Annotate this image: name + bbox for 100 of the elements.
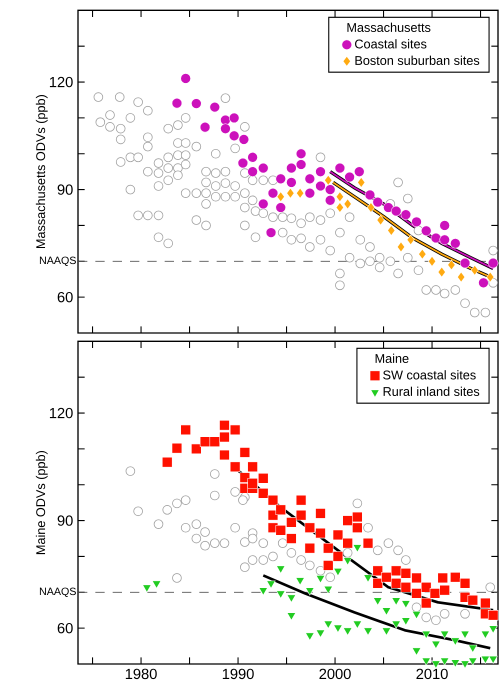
point	[439, 220, 450, 231]
point	[373, 597, 382, 606]
point	[352, 620, 362, 629]
y-tick-label: 120	[50, 408, 73, 418]
point	[240, 562, 250, 572]
point	[276, 202, 286, 213]
point	[286, 594, 296, 603]
point	[460, 630, 470, 639]
point	[172, 98, 182, 108]
point	[450, 238, 461, 249]
point	[324, 586, 333, 594]
point	[162, 505, 172, 515]
point	[468, 658, 478, 666]
point	[276, 192, 285, 202]
point	[382, 607, 391, 616]
point	[210, 490, 220, 500]
point	[228, 130, 240, 142]
point	[383, 202, 394, 213]
point	[412, 648, 422, 656]
point	[450, 638, 460, 646]
point	[296, 188, 304, 198]
point	[286, 162, 297, 174]
y-tick-label: 90	[58, 515, 73, 526]
y-axis-title: Massachusetts ODVs (ppb)	[36, 95, 48, 248]
point	[192, 519, 202, 529]
point	[392, 597, 401, 606]
y-tick-label: 60	[58, 292, 73, 302]
point	[304, 188, 316, 198]
point	[315, 180, 326, 192]
point	[296, 555, 306, 565]
point	[305, 587, 314, 596]
point	[316, 575, 326, 584]
point	[276, 566, 286, 574]
x-tick-label: 1980	[126, 668, 157, 680]
point	[460, 660, 470, 668]
point	[220, 538, 230, 548]
x-tick-label: 2000	[319, 668, 351, 680]
point	[406, 234, 415, 245]
point	[324, 195, 336, 206]
point	[431, 660, 440, 668]
point	[268, 188, 278, 198]
point	[457, 272, 466, 282]
point	[384, 538, 394, 548]
y-tick-label: 90	[58, 184, 73, 195]
point	[296, 148, 306, 159]
point	[421, 612, 432, 622]
point	[372, 546, 383, 556]
point	[286, 188, 294, 198]
point	[238, 134, 250, 145]
point	[154, 519, 164, 529]
point	[152, 580, 162, 589]
point	[428, 256, 436, 266]
point	[325, 572, 335, 582]
point	[142, 584, 152, 592]
point	[422, 630, 431, 639]
point	[258, 162, 268, 174]
point	[401, 600, 410, 608]
point	[392, 620, 401, 629]
point	[418, 248, 426, 260]
legend-label: Rural inland sites	[384, 386, 480, 396]
point	[400, 209, 412, 220]
point	[228, 112, 240, 124]
point	[352, 498, 362, 508]
point	[126, 466, 136, 476]
point	[480, 630, 490, 639]
point	[470, 265, 479, 276]
point	[258, 587, 268, 596]
point	[363, 522, 373, 533]
point	[304, 174, 316, 184]
point	[191, 98, 202, 109]
point	[336, 192, 344, 202]
point	[258, 198, 268, 210]
point	[286, 177, 297, 188]
point	[431, 640, 440, 649]
legend-title: Massachusetts	[347, 22, 430, 32]
point	[460, 258, 470, 268]
point	[172, 573, 182, 583]
point	[397, 242, 405, 252]
point	[305, 560, 315, 570]
point	[316, 630, 326, 638]
ref-line-label: NAAQS	[40, 588, 76, 598]
point	[364, 190, 376, 200]
point	[412, 602, 422, 612]
point	[268, 552, 278, 562]
point	[344, 198, 352, 210]
point	[440, 658, 450, 666]
y-tick-label: 60	[58, 622, 73, 634]
point	[354, 166, 364, 177]
x-tick-label: 1990	[222, 668, 254, 680]
y-tick-label: 120	[50, 76, 73, 88]
point	[200, 122, 210, 132]
point	[238, 158, 248, 168]
point	[230, 487, 240, 497]
legend-label: Coastal sites	[355, 39, 426, 48]
point	[172, 498, 182, 508]
point	[363, 574, 373, 582]
point	[192, 534, 202, 544]
point	[401, 618, 410, 626]
point	[286, 612, 296, 620]
point	[447, 260, 456, 270]
